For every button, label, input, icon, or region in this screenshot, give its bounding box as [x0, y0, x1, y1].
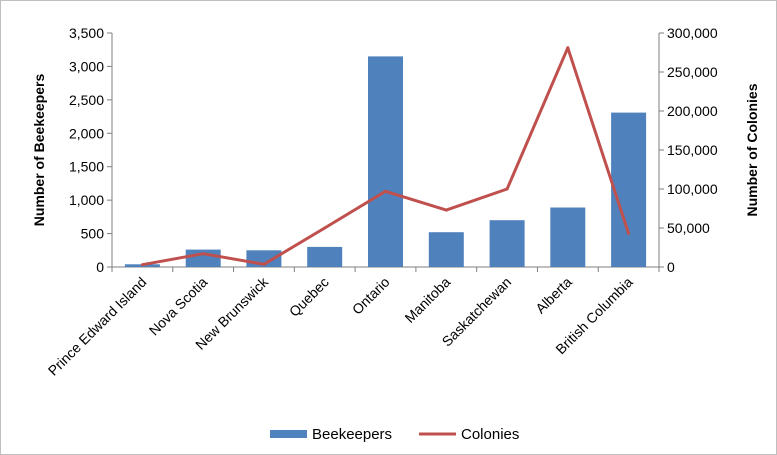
- right-tick-label: 150,000: [667, 142, 718, 158]
- right-tick-label: 50,000: [667, 220, 710, 236]
- left-tick-label: 3,000: [69, 58, 104, 74]
- x-tick-label: Prince Edward Island: [45, 274, 150, 379]
- right-tick-label: 100,000: [667, 181, 718, 197]
- colonies-point: [444, 208, 448, 212]
- left-tick-labels: 0 500 1,000 1,500 2,000 2,500 3,000 3,500: [69, 25, 112, 275]
- left-tick-label: 1,500: [69, 159, 104, 175]
- legend-swatch-beekeepers: [270, 430, 307, 438]
- x-tick-label: Ontario: [349, 274, 393, 318]
- legend-label-colonies: Colonies: [461, 426, 519, 443]
- colonies-point: [201, 252, 205, 256]
- bar-beekeepers: [550, 207, 586, 267]
- legend-label-beekeepers: Beekeepers: [312, 426, 392, 443]
- x-tick-label: Manitoba: [401, 274, 453, 326]
- y2-axis-title: Number of Colonies: [744, 83, 760, 216]
- legend: Beekeepers Colonies: [270, 426, 519, 443]
- colonies-point: [566, 46, 570, 50]
- left-tick-label: 2,500: [69, 92, 104, 108]
- right-tick-label: 0: [667, 259, 675, 275]
- x-tick-label: Alberta: [532, 274, 575, 317]
- right-tick-labels: 0 50,000 100,000 150,000 200,000 250,000 300,0…: [659, 25, 718, 275]
- left-tick-label: 1,000: [69, 192, 104, 208]
- colonies-line-layer: [140, 46, 631, 267]
- bar-beekeepers: [428, 232, 464, 267]
- left-tick-label: 500: [81, 226, 105, 242]
- colonies-point: [505, 187, 509, 191]
- y-axis-title: Number of Beekeepers: [31, 74, 47, 227]
- right-tick-label: 300,000: [667, 25, 718, 41]
- bar-beekeepers: [489, 220, 525, 267]
- bar-beekeepers: [307, 246, 343, 267]
- bar-beekeepers: [368, 56, 403, 268]
- x-tick-label: Quebec: [286, 274, 332, 320]
- left-tick-label: 3,500: [69, 25, 104, 41]
- colonies-point: [384, 189, 387, 193]
- colonies-point: [627, 232, 631, 235]
- bars: [124, 56, 647, 268]
- x-tick-label: Nova Scotia: [146, 274, 211, 339]
- left-tick-label: 0: [96, 259, 104, 275]
- colonies-point: [262, 262, 266, 266]
- right-tick-label: 250,000: [667, 64, 718, 80]
- bar-beekeepers: [611, 112, 647, 267]
- right-tick-label: 200,000: [667, 103, 718, 119]
- left-tick-label: 2,000: [69, 125, 104, 141]
- colonies-point: [323, 226, 327, 230]
- colonies-point: [140, 263, 144, 267]
